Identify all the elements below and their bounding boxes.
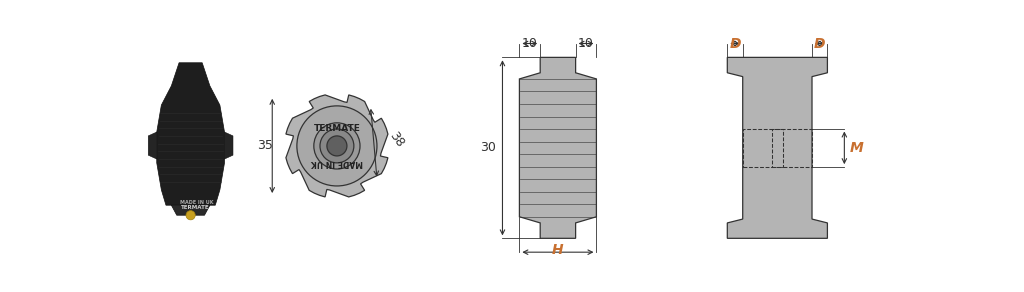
Circle shape [297,106,377,186]
Text: D: D [814,36,825,51]
Text: 38: 38 [386,129,406,150]
Bar [742,128,782,167]
Text: MADE IN UK: MADE IN UK [311,158,362,167]
Text: H: H [552,243,564,257]
Text: 30: 30 [479,141,496,154]
Text: TERMATE: TERMATE [313,124,360,133]
Text: MADE IN UK: MADE IN UK [180,200,213,206]
Text: 10: 10 [522,36,538,50]
Text: 35: 35 [257,139,272,152]
Polygon shape [171,205,210,215]
Text: 10: 10 [579,36,594,50]
Circle shape [186,211,196,220]
Text: M: M [850,141,863,155]
Polygon shape [148,132,157,159]
Polygon shape [224,132,233,159]
Polygon shape [519,57,596,238]
Text: D: D [729,36,740,51]
Polygon shape [286,95,388,197]
Circle shape [313,123,360,169]
Circle shape [327,136,347,156]
Bar [772,128,812,167]
Circle shape [319,129,354,163]
Polygon shape [157,63,224,205]
Text: TERMATE: TERMATE [181,205,210,210]
Polygon shape [727,57,827,238]
